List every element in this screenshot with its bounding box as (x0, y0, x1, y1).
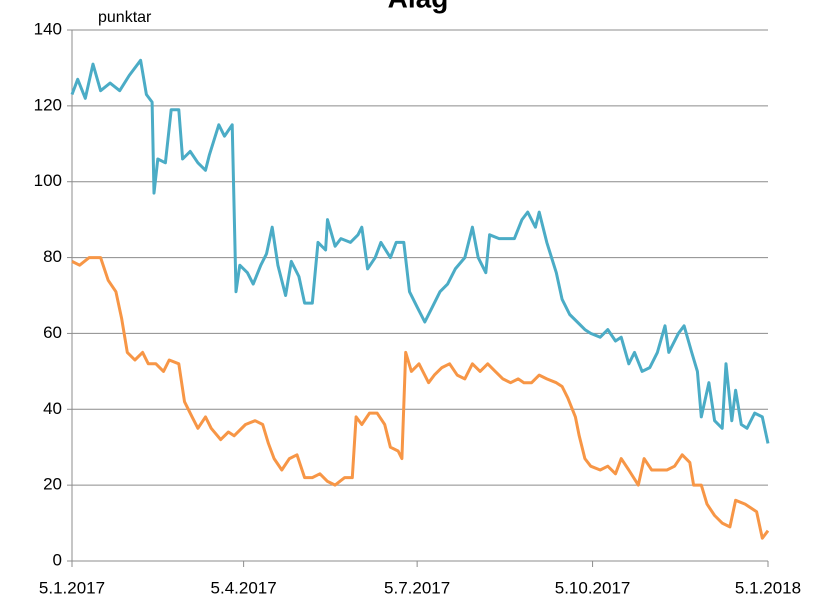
x-tick-label: 5.1.2018 (735, 578, 801, 597)
y-tick-label: 20 (43, 475, 62, 494)
y-tick-label: 0 (53, 550, 62, 569)
y-tick-label: 100 (34, 171, 62, 190)
y-tick-label: 120 (34, 95, 62, 114)
series-line (71, 256, 770, 540)
x-tick-label: 5.10.2017 (555, 578, 631, 597)
y-axis-label: punktar (98, 9, 152, 26)
series-line (70, 58, 770, 444)
y-tick-label: 140 (34, 19, 62, 38)
y-tick-label: 60 (43, 323, 62, 342)
chart-title: Álag (388, 0, 449, 13)
x-tick-label: 5.1.2017 (39, 578, 105, 597)
y-tick-label: 80 (43, 247, 62, 266)
y-tick-label: 40 (43, 399, 62, 418)
x-tick-label: 5.4.2017 (211, 578, 277, 597)
x-tick-label: 5.7.2017 (384, 578, 450, 597)
